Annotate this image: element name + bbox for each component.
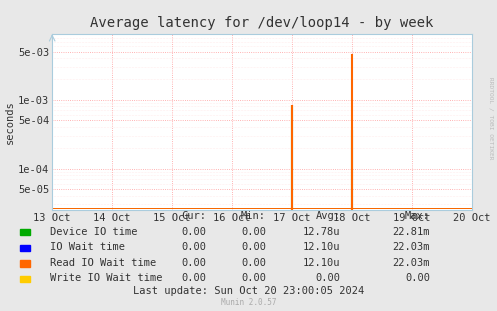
Y-axis label: seconds: seconds (5, 100, 15, 144)
Text: 0.00: 0.00 (181, 273, 206, 283)
Text: Read IO Wait time: Read IO Wait time (50, 258, 156, 268)
Text: Device IO time: Device IO time (50, 227, 137, 237)
Text: 22.03m: 22.03m (393, 242, 430, 252)
Text: 0.00: 0.00 (405, 273, 430, 283)
Text: 22.03m: 22.03m (393, 258, 430, 268)
Text: 0.00: 0.00 (181, 242, 206, 252)
Title: Average latency for /dev/loop14 - by week: Average latency for /dev/loop14 - by wee… (90, 16, 434, 30)
Text: 12.10u: 12.10u (303, 258, 340, 268)
Text: Munin 2.0.57: Munin 2.0.57 (221, 298, 276, 307)
Text: 0.00: 0.00 (241, 273, 266, 283)
Text: 0.00: 0.00 (241, 258, 266, 268)
Text: IO Wait time: IO Wait time (50, 242, 125, 252)
Text: Avg:: Avg: (316, 211, 340, 221)
Text: 12.78u: 12.78u (303, 227, 340, 237)
Text: 0.00: 0.00 (241, 227, 266, 237)
Text: 0.00: 0.00 (181, 258, 206, 268)
Text: 0.00: 0.00 (316, 273, 340, 283)
Text: 0.00: 0.00 (181, 227, 206, 237)
Text: Max:: Max: (405, 211, 430, 221)
Text: Last update: Sun Oct 20 23:00:05 2024: Last update: Sun Oct 20 23:00:05 2024 (133, 286, 364, 296)
Text: 0.00: 0.00 (241, 242, 266, 252)
Text: 12.10u: 12.10u (303, 242, 340, 252)
Text: 22.81m: 22.81m (393, 227, 430, 237)
Text: Write IO Wait time: Write IO Wait time (50, 273, 162, 283)
Text: RRDTOOL / TOBI OETIKER: RRDTOOL / TOBI OETIKER (488, 77, 493, 160)
Text: Cur:: Cur: (181, 211, 206, 221)
Text: Min:: Min: (241, 211, 266, 221)
